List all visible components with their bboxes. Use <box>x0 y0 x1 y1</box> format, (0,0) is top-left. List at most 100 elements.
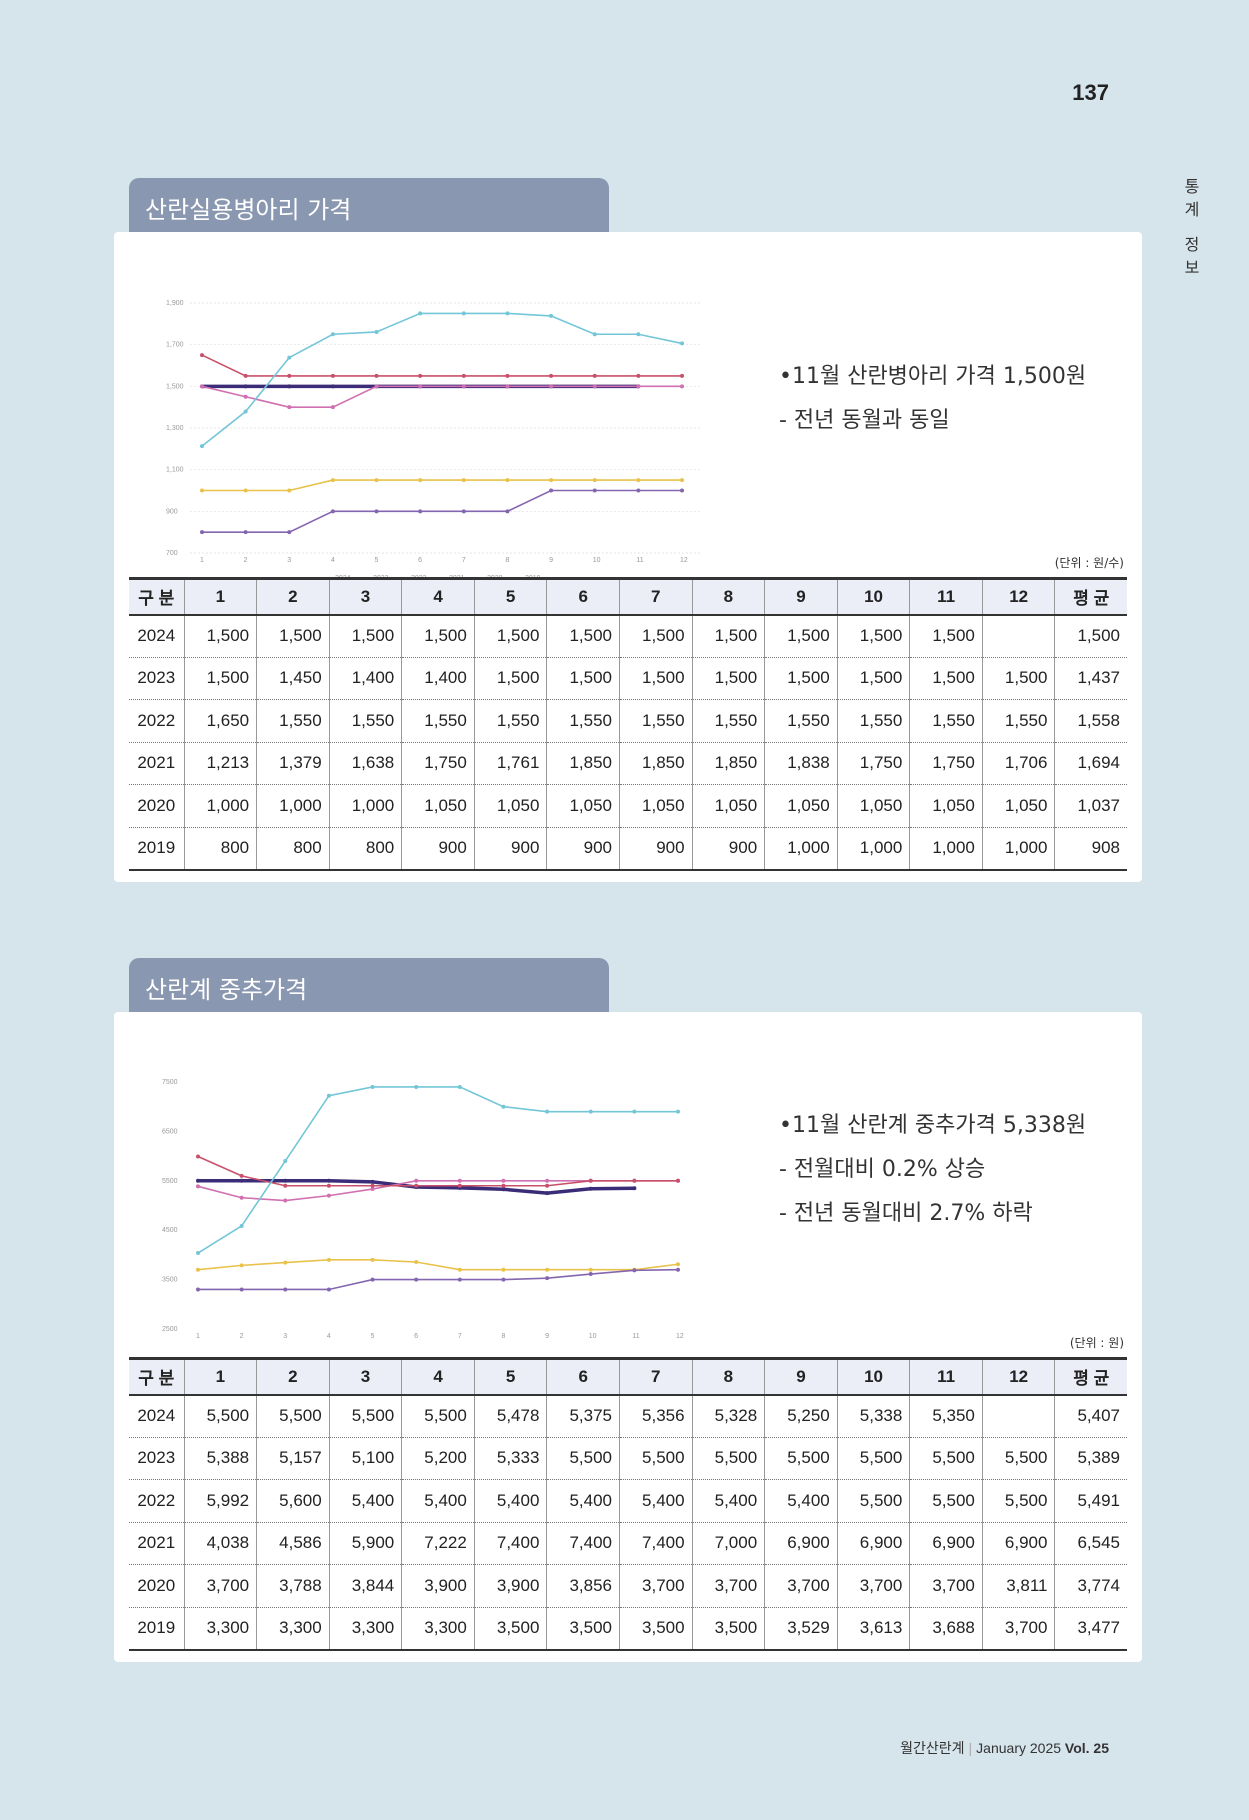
table-cell: 5,200 <box>401 1437 475 1480</box>
table-header-cell: 6 <box>546 1357 620 1396</box>
table-cell: 800 <box>256 827 330 871</box>
table-cell: 3,500 <box>691 1607 765 1651</box>
data-point <box>370 1277 375 1282</box>
table-cell: 3,300 <box>401 1607 475 1651</box>
table-cell: 5,250 <box>764 1394 838 1438</box>
y-tick-label: 700 <box>166 550 178 557</box>
table-cell: 1,500 <box>691 614 765 658</box>
x-tick-label: 4 <box>331 557 335 564</box>
table-cell: 3,856 <box>546 1564 620 1608</box>
x-tick-label: 11 <box>636 557 643 564</box>
table-cell: 1,037 <box>1054 784 1127 828</box>
table-cell: 1,550 <box>256 699 330 743</box>
data-point <box>243 530 248 535</box>
series-line-2020 <box>202 479 682 492</box>
table-cell: 1,500 <box>473 657 547 700</box>
data-point <box>287 530 292 535</box>
table-cell: 1,500 <box>473 614 547 658</box>
table-cell: 1,550 <box>401 699 475 743</box>
table-cell: 1,550 <box>473 699 547 743</box>
data-point <box>501 1187 506 1192</box>
table-cell: 5,388 <box>183 1437 257 1480</box>
table-cell: 1,500 <box>691 657 765 700</box>
data-point <box>457 1267 462 1272</box>
x-tick-label: 5 <box>371 1333 375 1340</box>
table-cell: 6,900 <box>909 1522 983 1565</box>
data-point <box>461 311 466 316</box>
table-cell: 1,558 <box>1054 699 1127 743</box>
data-point <box>461 373 466 378</box>
data-point <box>418 373 423 378</box>
data-point <box>239 1173 244 1178</box>
data-point <box>632 1109 637 1114</box>
data-point <box>196 1178 200 1183</box>
data-point <box>418 311 423 316</box>
table-cell: 908 <box>1054 827 1127 871</box>
table-header-cell: 1 <box>183 1357 257 1396</box>
data-point <box>501 1183 506 1188</box>
table-cell: 5,900 <box>328 1522 402 1565</box>
table-header-cell: 구 분 <box>129 1357 185 1396</box>
table-header-cell: 9 <box>764 577 838 616</box>
table-cell: 5,500 <box>981 1437 1055 1480</box>
x-tick-label: 1 <box>200 557 204 564</box>
table-row: 2021 1,213 1,379 1,638 1,750 1,761 1,850 1,850 1… <box>129 742 1127 785</box>
table-cell: 1,050 <box>691 784 765 828</box>
table-cell: 5,400 <box>764 1479 838 1523</box>
footer: 월간산란계 | January 2025 Vol. 25 <box>900 1740 1109 1756</box>
data-point <box>501 1277 506 1282</box>
data-point <box>287 384 292 389</box>
data-point <box>326 1178 331 1183</box>
table-cell: 1,550 <box>764 699 838 743</box>
section1-note: •11월 산란병아리 가격 1,500원 - 전년 동월과 동일 <box>779 355 1086 443</box>
table-header-cell: 10 <box>836 1357 910 1396</box>
table-cell: 1,500 <box>981 657 1055 700</box>
table-cell: 1,750 <box>401 742 475 785</box>
data-point <box>676 1267 680 1272</box>
x-tick-label: 4 <box>327 1333 331 1340</box>
data-point <box>370 1179 375 1184</box>
data-point <box>545 1267 550 1272</box>
note-line: •11월 산란계 중추가격 5,338원 <box>779 1113 1087 1138</box>
x-tick-label: 2 <box>240 1333 244 1340</box>
data-point <box>414 1183 419 1188</box>
magazine-name: 월간산란계 <box>900 1740 965 1756</box>
data-point <box>374 373 379 378</box>
x-tick-label: 12 <box>680 557 688 564</box>
data-point <box>461 478 466 483</box>
table-cell: 1,050 <box>981 784 1055 828</box>
side-nav: 통 계 정 보 <box>1180 175 1204 279</box>
table-header-cell: 8 <box>691 1357 765 1396</box>
table-row: 2020 1,000 1,000 1,000 1,050 1,050 1,050 1,050 1… <box>129 784 1127 828</box>
table-cell: 5,100 <box>328 1437 402 1480</box>
table-cell: 5,157 <box>256 1437 330 1480</box>
table-row: 2024 1,500 1,500 1,500 1,500 1,500 1,500 1,500 1… <box>129 614 1127 658</box>
row-year: 2023 <box>129 657 185 700</box>
table-cell: 3,500 <box>473 1607 547 1651</box>
data-point <box>200 530 204 535</box>
table-cell: 6,900 <box>764 1522 838 1565</box>
data-point <box>636 488 641 493</box>
table-cell: 1,750 <box>909 742 983 785</box>
x-tick-label: 3 <box>283 1333 287 1340</box>
series-line-2020 <box>197 1259 679 1271</box>
data-point <box>505 478 510 483</box>
table-cell: 3,700 <box>909 1564 983 1608</box>
data-point <box>283 1183 288 1188</box>
table-cell: 5,338 <box>836 1394 910 1438</box>
table-cell: 5,992 <box>183 1479 257 1523</box>
x-tick-label: 6 <box>418 557 422 564</box>
data-point <box>588 1267 593 1272</box>
data-point <box>283 1159 288 1164</box>
data-point <box>549 313 554 318</box>
data-point <box>461 509 466 514</box>
data-point <box>196 1184 200 1189</box>
table-cell: 5,500 <box>401 1394 475 1438</box>
table-cell: 7,222 <box>401 1522 475 1565</box>
volume: Vol. 25 <box>1064 1740 1109 1756</box>
row-year: 2023 <box>129 1437 185 1480</box>
table-cell: 3,700 <box>836 1564 910 1608</box>
table-cell: 1,550 <box>981 699 1055 743</box>
data-point <box>501 1267 506 1272</box>
